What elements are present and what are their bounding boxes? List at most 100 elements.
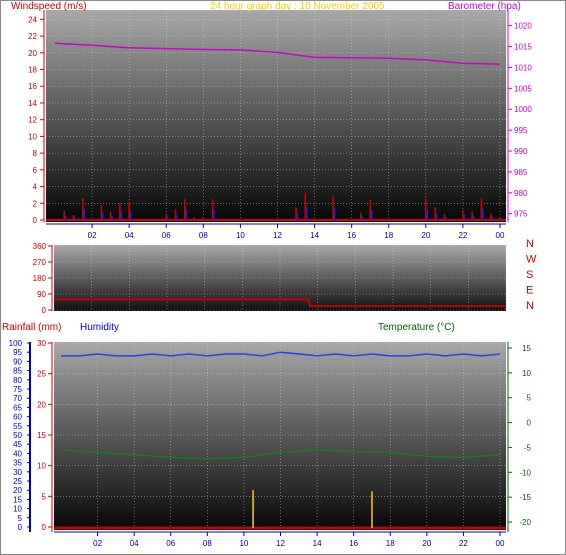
barometer-axis-title: Barometer (hpa) (448, 1, 521, 12)
direction-y-tick-label: 0 (42, 306, 47, 315)
temperature-y-tick-label: -20 (519, 518, 531, 527)
wind-y-tick-label: 14 (28, 99, 37, 108)
wind-x-tick-label: 02 (88, 231, 97, 240)
wind-y-tick-label: 18 (28, 66, 37, 75)
wind-direction-line (54, 298, 506, 307)
rain-x-tick-label: 14 (313, 539, 322, 548)
wind-y-tick-label: 12 (28, 116, 37, 125)
temperature-y-tick-label: -5 (524, 443, 532, 452)
rain-y-tick-label: 5 (42, 492, 47, 501)
barometer-line (54, 42, 501, 65)
wind-y-tick-label: 8 (33, 149, 38, 158)
rain-x-tick-label: 08 (203, 539, 212, 548)
rain-x-tick-label: 20 (422, 539, 431, 548)
wind-y-tick-label: 10 (28, 132, 37, 141)
temperature-y-tick-label: 0 (527, 419, 532, 428)
temperature-axis-title: Temperature (°C) (378, 322, 455, 333)
baro-y-tick-label: 990 (514, 147, 528, 156)
rain-x-tick-label: 10 (239, 539, 248, 548)
chart-layer: 0246810121416182022249759809859909951000… (9, 10, 537, 548)
wind-x-tick-label: 14 (310, 231, 319, 240)
humidity-y-tick-label: 5 (18, 514, 23, 523)
humidity-y-tick-label: 70 (13, 394, 22, 403)
rainfall-axis-title: Rainfall (mm) (2, 322, 61, 333)
humidity-y-tick-label: 65 (13, 403, 22, 412)
humidity-y-tick-label: 25 (13, 477, 22, 486)
baro-y-tick-label: 1000 (514, 105, 532, 114)
humidity-y-tick-label: 40 (13, 449, 22, 458)
wind-x-tick-label: 06 (162, 231, 171, 240)
rain-x-tick-label: 00 (496, 539, 505, 548)
baro-y-tick-label: 985 (514, 168, 528, 177)
humidity-y-tick-label: 0 (18, 523, 23, 532)
humidity-y-tick-label: 75 (13, 385, 22, 394)
wind-x-tick-label: 10 (236, 231, 245, 240)
wind-y-tick-label: 24 (28, 15, 37, 24)
baro-y-tick-label: 980 (514, 189, 528, 198)
baro-y-tick-label: 1005 (514, 84, 532, 93)
rain-x-tick-label: 06 (166, 539, 175, 548)
rain-y-tick-label: 10 (37, 462, 46, 471)
rain-x-tick-label: 12 (276, 539, 285, 548)
rain-y-tick-label: 0 (42, 523, 47, 532)
wind-x-tick-label: 20 (421, 231, 430, 240)
wind-x-tick-label: 04 (125, 231, 134, 240)
rain-x-tick-label: 18 (386, 539, 395, 548)
direction-y-tick-label: 270 (33, 258, 47, 267)
compass-label-e: E (526, 285, 533, 297)
humidity-y-tick-label: 35 (13, 459, 22, 468)
direction-y-tick-label: 90 (37, 290, 46, 299)
rain-panel-bg (54, 342, 506, 530)
compass-label-w: W (526, 254, 537, 266)
wind-y-tick-label: 6 (33, 166, 38, 175)
humidity-y-tick-label: 90 (13, 357, 22, 366)
wind-x-tick-label: 12 (273, 231, 282, 240)
humidity-y-tick-label: 10 (13, 505, 22, 514)
wind-y-tick-label: 22 (28, 32, 37, 41)
rain-y-tick-label: 30 (37, 339, 46, 348)
baro-y-tick-label: 995 (514, 126, 528, 135)
temperature-y-tick-label: -10 (519, 468, 531, 477)
wind-y-tick-label: 0 (33, 216, 38, 225)
wind-x-tick-label: 08 (199, 231, 208, 240)
windspeed-axis-title: Windspeed (m/s) (11, 1, 87, 12)
humidity-y-tick-label: 80 (13, 376, 22, 385)
humidity-y-tick-label: 55 (13, 422, 22, 431)
rain-x-tick-label: 02 (93, 539, 102, 548)
temperature-y-tick-label: 5 (527, 394, 532, 403)
wind-y-tick-label: 2 (33, 199, 38, 208)
baro-y-tick-label: 1015 (514, 43, 532, 52)
temperature-y-tick-label: 15 (522, 344, 531, 353)
wind-y-tick-label: 16 (28, 82, 37, 91)
wind-y-tick-label: 4 (33, 183, 38, 192)
humidity-y-tick-label: 100 (9, 339, 23, 348)
humidity-y-tick-label: 60 (13, 413, 22, 422)
rain-x-tick-label: 04 (130, 539, 139, 548)
wind-x-tick-label: 22 (458, 231, 467, 240)
compass-label-n: N (526, 238, 534, 250)
humidity-y-tick-label: 45 (13, 440, 22, 449)
compass-label-n: N (526, 300, 534, 312)
humidity-y-tick-label: 95 (13, 348, 22, 357)
humidity-y-tick-label: 15 (13, 495, 22, 504)
wind-panel-bg (46, 10, 506, 222)
humidity-y-tick-label: 20 (13, 486, 22, 495)
direction-y-tick-label: 360 (33, 242, 47, 251)
baro-y-tick-label: 975 (514, 210, 528, 219)
rain-y-tick-label: 20 (37, 400, 46, 409)
baro-y-tick-label: 1020 (514, 22, 532, 31)
rain-y-tick-label: 25 (37, 370, 46, 379)
direction-y-tick-label: 180 (33, 274, 47, 283)
temperature-y-tick-label: -15 (519, 493, 531, 502)
chart-title: 24 hour graph day : 10 November 2005 (210, 1, 385, 12)
wind-x-tick-label: 18 (384, 231, 393, 240)
humidity-y-tick-label: 85 (13, 367, 22, 376)
compass-label-s: S (526, 269, 533, 281)
wind-y-tick-label: 20 (28, 49, 37, 58)
humidity-y-tick-label: 50 (13, 431, 22, 440)
rain-x-tick-label: 16 (349, 539, 358, 548)
humidity-line (61, 351, 501, 357)
wind-x-tick-label: 00 (496, 231, 505, 240)
